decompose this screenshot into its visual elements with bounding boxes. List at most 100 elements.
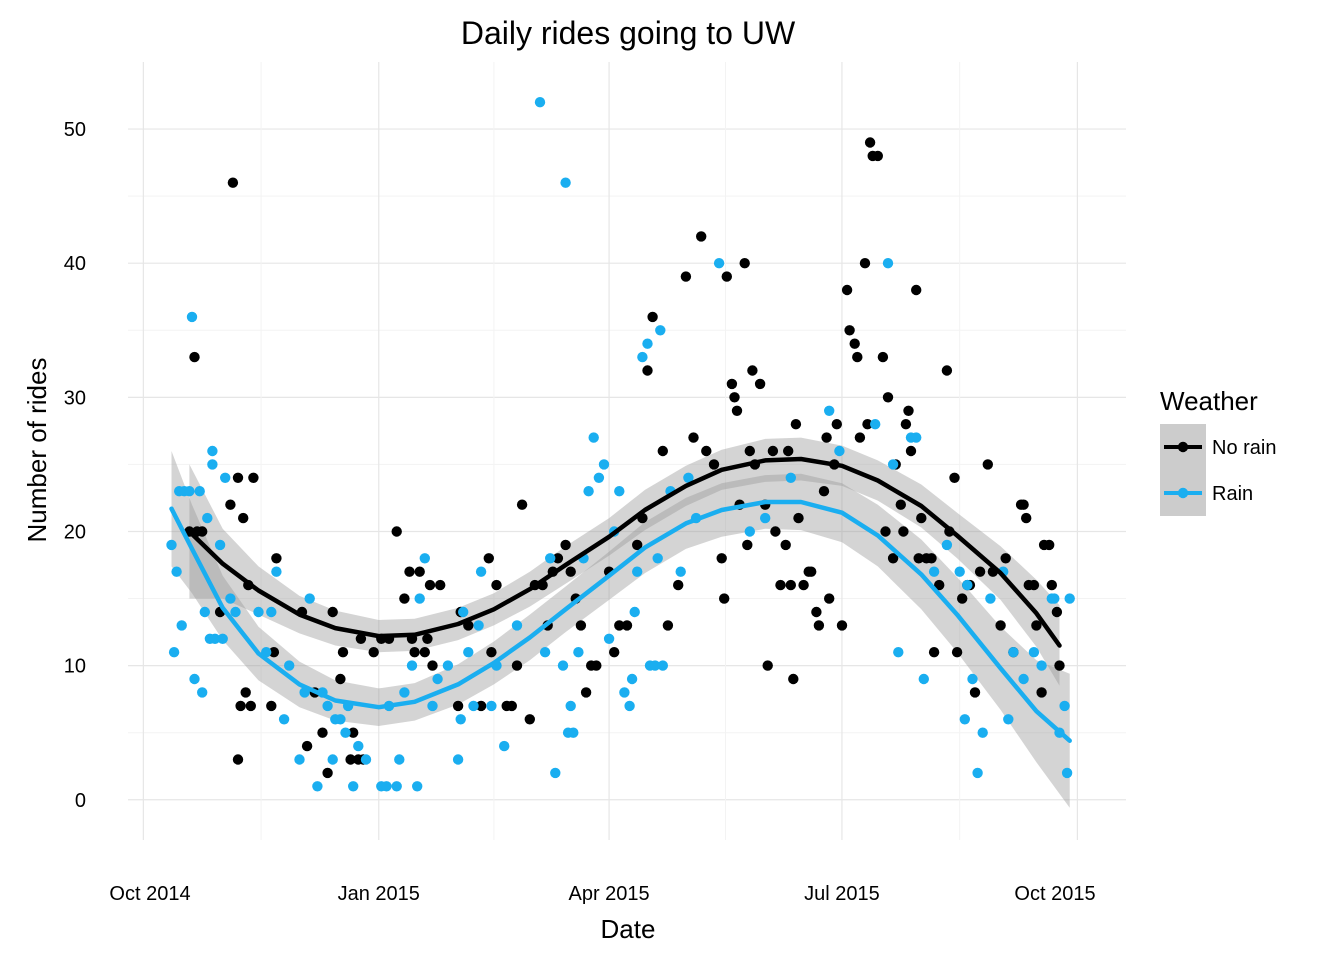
- data-point: [831, 419, 842, 430]
- data-point: [207, 459, 218, 470]
- data-point: [580, 687, 592, 698]
- data-point: [934, 579, 945, 591]
- data-point: [632, 539, 643, 551]
- data-point: [1046, 579, 1058, 591]
- y-tick-label: 10: [64, 656, 86, 678]
- data-point: [1028, 579, 1040, 591]
- data-point: [419, 553, 430, 564]
- data-point: [399, 593, 410, 604]
- data-point: [550, 767, 561, 779]
- data-point: [588, 432, 599, 443]
- data-point: [974, 566, 986, 577]
- y-tick-label: 0: [75, 790, 86, 812]
- data-point: [422, 633, 433, 644]
- data-point: [1049, 593, 1060, 604]
- data-point: [821, 432, 832, 443]
- data-point: [877, 351, 889, 363]
- data-point: [419, 647, 430, 658]
- data-point: [824, 405, 835, 416]
- data-point: [928, 647, 940, 658]
- data-point: [726, 378, 738, 390]
- data-point: [171, 566, 182, 577]
- data-point: [452, 754, 464, 765]
- data-point: [475, 566, 487, 577]
- data-point: [268, 647, 280, 658]
- data-point: [895, 499, 906, 510]
- data-point: [767, 445, 779, 457]
- x-tick-label: Oct 2014: [109, 883, 190, 905]
- data-point: [629, 606, 640, 618]
- chart-title: Daily rides going to UW: [461, 15, 796, 51]
- data-point: [729, 392, 740, 403]
- data-point: [511, 620, 523, 631]
- data-point: [849, 338, 860, 349]
- data-point: [798, 579, 809, 591]
- data-point: [926, 553, 937, 564]
- data-point: [557, 660, 569, 671]
- data-point: [1054, 660, 1065, 671]
- data-point: [834, 445, 845, 457]
- data-point: [238, 512, 249, 524]
- data-point: [506, 700, 517, 712]
- data-point: [335, 673, 346, 685]
- y-axis-title: Number of rides: [22, 358, 52, 543]
- data-point: [775, 579, 786, 591]
- data-point: [742, 539, 753, 551]
- data-points: [166, 97, 1075, 792]
- data-point: [176, 620, 187, 631]
- y-tick-label: 40: [64, 253, 86, 275]
- data-point: [565, 700, 576, 712]
- data-point: [841, 284, 853, 296]
- data-point: [327, 606, 338, 618]
- data-point: [266, 606, 277, 618]
- data-point: [499, 740, 510, 752]
- y-tick-label: 50: [64, 119, 86, 141]
- legend-title: Weather: [1160, 386, 1258, 416]
- data-point: [197, 526, 208, 537]
- data-point: [248, 472, 259, 483]
- data-point: [214, 539, 226, 551]
- data-point: [785, 472, 796, 483]
- data-point: [232, 472, 244, 483]
- data-point: [619, 687, 630, 698]
- data-point: [225, 499, 236, 510]
- data-point: [345, 754, 356, 765]
- data-point: [424, 579, 436, 591]
- data-point: [232, 754, 244, 765]
- data-point: [340, 727, 351, 738]
- confidence-band: [171, 451, 1070, 808]
- data-point: [744, 526, 755, 537]
- data-point: [593, 472, 605, 483]
- data-point: [806, 566, 817, 577]
- data-point: [657, 445, 668, 457]
- data-point: [197, 687, 208, 698]
- data-point: [391, 526, 402, 537]
- data-point: [427, 700, 438, 712]
- data-point: [949, 472, 960, 483]
- legend-key-background: [1160, 424, 1206, 516]
- data-point: [621, 620, 633, 631]
- data-point: [534, 97, 546, 108]
- data-point: [731, 405, 743, 416]
- data-point: [539, 647, 551, 658]
- data-point: [565, 566, 576, 577]
- data-point: [719, 593, 730, 604]
- grid: [128, 62, 1126, 840]
- data-point: [486, 700, 497, 712]
- x-tick-label: Oct 2015: [1014, 883, 1095, 905]
- data-point: [245, 700, 256, 712]
- data-point: [468, 700, 479, 712]
- data-point: [560, 177, 571, 188]
- data-point: [194, 486, 205, 497]
- data-point: [322, 767, 333, 779]
- data-point: [452, 700, 464, 712]
- data-point: [432, 673, 443, 685]
- data-point: [486, 647, 497, 658]
- data-point: [348, 781, 359, 792]
- data-point: [985, 593, 996, 604]
- data-point: [284, 660, 295, 671]
- data-point: [1064, 593, 1075, 604]
- legend: Weather No rain Rain: [1160, 386, 1276, 516]
- data-point: [701, 445, 712, 457]
